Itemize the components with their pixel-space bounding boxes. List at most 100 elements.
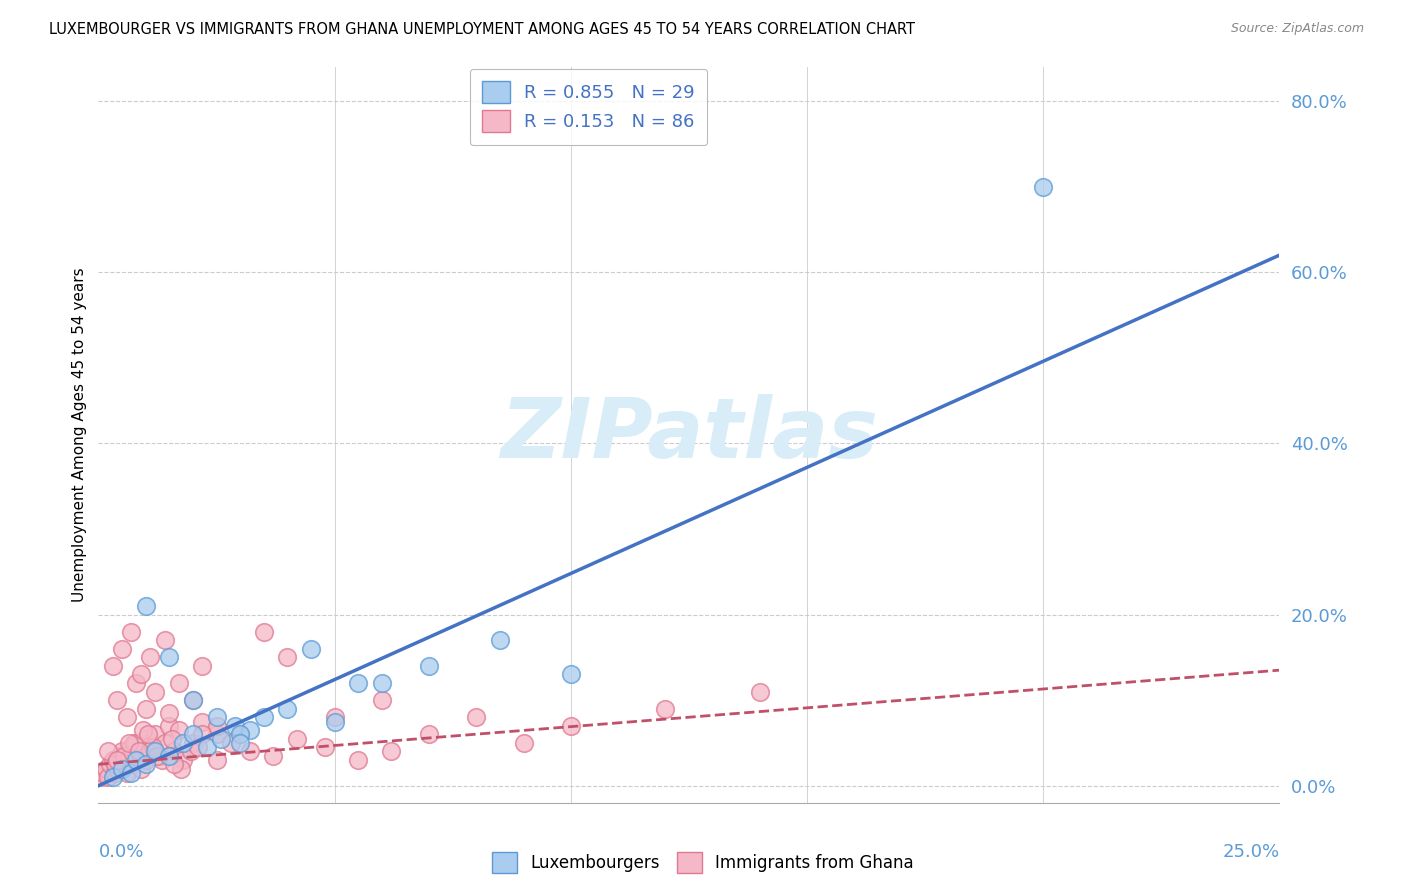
Point xyxy=(111,762,134,776)
Point xyxy=(128,744,150,758)
Point xyxy=(143,727,166,741)
Point xyxy=(121,624,143,639)
Legend: Luxembourgers, Immigrants from Ghana: Luxembourgers, Immigrants from Ghana xyxy=(485,846,921,880)
Point xyxy=(560,667,582,681)
Point xyxy=(129,667,152,681)
Point xyxy=(111,762,134,776)
Point xyxy=(94,762,117,776)
Point xyxy=(1032,179,1054,194)
Point xyxy=(224,719,246,733)
Point xyxy=(276,701,298,715)
Point xyxy=(125,676,148,690)
Point xyxy=(323,714,346,729)
Point xyxy=(205,753,228,767)
Point xyxy=(105,762,128,776)
Point xyxy=(91,765,114,780)
Point xyxy=(115,765,138,780)
Text: 25.0%: 25.0% xyxy=(1222,843,1279,862)
Point xyxy=(153,633,176,648)
Point xyxy=(160,731,183,746)
Point xyxy=(108,748,131,763)
Point xyxy=(139,650,162,665)
Text: Source: ZipAtlas.com: Source: ZipAtlas.com xyxy=(1230,22,1364,36)
Point xyxy=(229,727,252,741)
Point xyxy=(371,693,394,707)
Point xyxy=(157,650,180,665)
Point xyxy=(314,740,336,755)
Point xyxy=(98,757,121,772)
Point xyxy=(262,748,284,763)
Point xyxy=(115,753,138,767)
Point xyxy=(418,727,440,741)
Point xyxy=(371,676,394,690)
Point xyxy=(323,710,346,724)
Point xyxy=(118,736,141,750)
Point xyxy=(229,736,252,750)
Point xyxy=(143,744,166,758)
Point xyxy=(299,641,322,656)
Point xyxy=(101,770,124,784)
Point xyxy=(149,748,172,763)
Point xyxy=(139,744,162,758)
Point xyxy=(285,731,308,746)
Legend: R = 0.855   N = 29, R = 0.153   N = 86: R = 0.855 N = 29, R = 0.153 N = 86 xyxy=(470,69,707,145)
Point xyxy=(219,736,242,750)
Point xyxy=(560,719,582,733)
Point xyxy=(125,736,148,750)
Point xyxy=(253,710,276,724)
Point xyxy=(132,723,155,737)
Text: 0.0%: 0.0% xyxy=(98,843,143,862)
Point xyxy=(170,762,193,776)
Point xyxy=(229,727,252,741)
Point xyxy=(167,676,190,690)
Point xyxy=(157,748,180,763)
Point xyxy=(112,748,135,763)
Point xyxy=(135,731,157,746)
Point xyxy=(104,765,127,780)
Point xyxy=(135,599,157,613)
Point xyxy=(172,736,194,750)
Point xyxy=(181,693,204,707)
Point xyxy=(150,753,173,767)
Point xyxy=(97,770,120,784)
Point xyxy=(167,723,190,737)
Point xyxy=(135,757,157,772)
Point xyxy=(142,740,165,755)
Point xyxy=(180,744,202,758)
Point xyxy=(748,684,770,698)
Point xyxy=(90,770,112,784)
Point xyxy=(101,659,124,673)
Point xyxy=(111,744,134,758)
Point xyxy=(157,706,180,720)
Point xyxy=(191,714,214,729)
Point xyxy=(115,710,138,724)
Point xyxy=(153,736,176,750)
Point xyxy=(191,727,214,741)
Point xyxy=(209,731,232,746)
Point xyxy=(654,701,676,715)
Point xyxy=(104,757,127,772)
Point xyxy=(205,710,228,724)
Point xyxy=(125,753,148,767)
Point xyxy=(380,744,402,758)
Point xyxy=(101,753,124,767)
Point xyxy=(143,684,166,698)
Point xyxy=(181,727,204,741)
Point xyxy=(97,744,120,758)
Point xyxy=(111,641,134,656)
Point xyxy=(105,693,128,707)
Point xyxy=(157,719,180,733)
Point xyxy=(195,740,218,755)
Point xyxy=(121,765,143,780)
Point xyxy=(347,753,370,767)
Point xyxy=(239,744,262,758)
Point xyxy=(239,723,262,737)
Point xyxy=(105,753,128,767)
Point xyxy=(276,650,298,665)
Point xyxy=(129,744,152,758)
Point xyxy=(163,757,186,772)
Point xyxy=(205,719,228,733)
Point xyxy=(135,753,157,767)
Point xyxy=(129,762,152,776)
Y-axis label: Unemployment Among Ages 45 to 54 years: Unemployment Among Ages 45 to 54 years xyxy=(72,268,87,602)
